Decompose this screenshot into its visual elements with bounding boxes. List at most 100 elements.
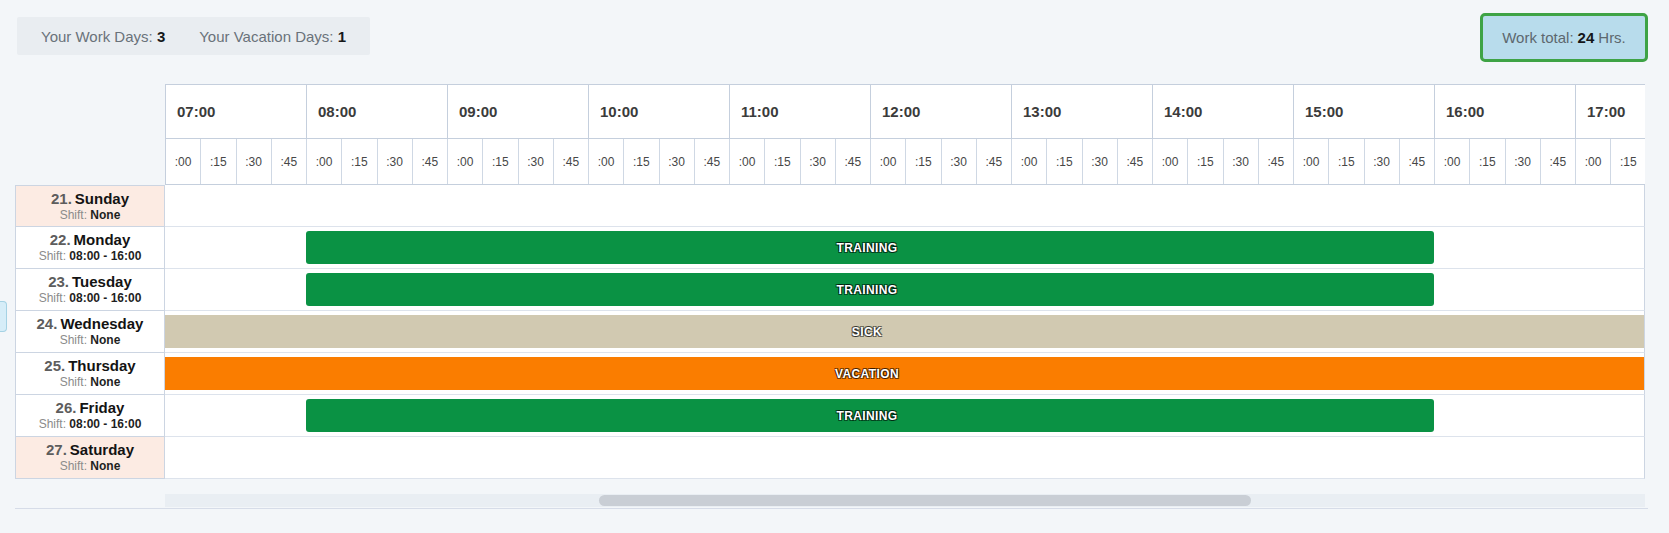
hour-header-cell: 13:00 (1012, 85, 1153, 138)
schedule-day-row: 21.SundayShift: None (15, 185, 1645, 227)
quarter-header-cell: :45 (1118, 139, 1153, 184)
work-total-unit: Hrs. (1598, 29, 1626, 46)
vacation-days-summary: Your Vacation Days: 1 (199, 28, 346, 45)
shift-bar-label: TRAINING (836, 241, 897, 255)
quarter-header-cell: :30 (378, 139, 413, 184)
summary-box: Your Work Days: 3 Your Vacation Days: 1 (17, 17, 370, 55)
shift-bar-training[interactable]: TRAINING (306, 231, 1434, 264)
day-label-cell[interactable]: 23.TuesdayShift: 08:00 - 16:00 (15, 269, 165, 311)
day-number: 26. (56, 399, 77, 416)
shift-bar-label: VACATION (835, 367, 899, 381)
shift-bar-label: SICK (852, 325, 882, 339)
quarter-header-cell: :00 (307, 139, 342, 184)
schedule-day-row: 24.WednesdayShift: None SICK (15, 311, 1645, 353)
quarter-header-cell: :30 (519, 139, 554, 184)
day-number: 23. (48, 273, 69, 290)
day-rows: 21.SundayShift: None22.MondayShift: 08:0… (15, 185, 1645, 479)
day-timeline-row: TRAINING (165, 395, 1645, 437)
day-shift-value: None (90, 375, 120, 389)
quarter-header-cell: :30 (1365, 139, 1400, 184)
quarter-header-cell: :15 (765, 139, 800, 184)
day-label-cell[interactable]: 26.FridayShift: 08:00 - 16:00 (15, 395, 165, 437)
quarter-header-cell: :45 (554, 139, 589, 184)
shift-bar-training[interactable]: TRAINING (306, 399, 1434, 432)
horizontal-scrollbar-track[interactable] (165, 494, 1645, 507)
quarter-header-cell: :00 (1294, 139, 1329, 184)
day-shift: Shift: None (16, 333, 164, 347)
day-shift-value: 08:00 - 16:00 (69, 291, 141, 305)
work-days-value: 3 (157, 28, 165, 45)
day-label-cell[interactable]: 24.WednesdayShift: None (15, 311, 165, 353)
schedule-day-row: 27.SaturdayShift: None (15, 437, 1645, 479)
work-total-box: Work total: 24 Hrs. (1480, 13, 1648, 62)
schedule-day-row: 22.MondayShift: 08:00 - 16:00 TRAINING (15, 227, 1645, 269)
timeline-header: 07:0008:0009:0010:0011:0012:0013:0014:00… (165, 84, 1645, 185)
quarter-header-cell: :15 (1611, 139, 1645, 184)
quarter-header-cell: :45 (272, 139, 307, 184)
quarter-header-cell: :00 (1435, 139, 1470, 184)
day-timeline-row: SICK (165, 311, 1645, 353)
day-number: 22. (50, 231, 71, 248)
day-label-cell[interactable]: 22.MondayShift: 08:00 - 16:00 (15, 227, 165, 269)
day-name: 21.Sunday (16, 190, 164, 208)
quarter-header-cell: :45 (1259, 139, 1294, 184)
quarter-header-cell: :15 (1188, 139, 1223, 184)
work-days-summary: Your Work Days: 3 (41, 28, 165, 45)
day-label-cell[interactable]: 25.ThursdayShift: None (15, 353, 165, 395)
schedule-day-row: 26.FridayShift: 08:00 - 16:00 TRAINING (15, 395, 1645, 437)
horizontal-scrollbar-thumb[interactable] (599, 495, 1251, 506)
quarter-header-cell: :45 (1400, 139, 1435, 184)
quarter-header-cell: :00 (589, 139, 624, 184)
quarter-header-cell: :15 (1470, 139, 1505, 184)
quarter-header-cell: :15 (201, 139, 236, 184)
hour-header-cell: 08:00 (307, 85, 448, 138)
day-name: 23.Tuesday (16, 273, 164, 291)
shift-bar-vacation[interactable]: VACATION (165, 357, 1645, 390)
day-name: 24.Wednesday (16, 315, 164, 333)
hour-header-cell: 07:00 (166, 85, 307, 138)
day-timeline-row (165, 185, 1645, 227)
day-shift: Shift: None (16, 208, 164, 222)
day-timeline-row: VACATION (165, 353, 1645, 395)
day-shift: Shift: 08:00 - 16:00 (16, 417, 164, 431)
quarter-header-cell: :30 (801, 139, 836, 184)
day-timeline-row: TRAINING (165, 227, 1645, 269)
quarter-header-cell: :15 (624, 139, 659, 184)
day-number: 21. (51, 190, 72, 207)
quarter-header-cell: :15 (342, 139, 377, 184)
schedule-day-row: 23.TuesdayShift: 08:00 - 16:00 TRAINING (15, 269, 1645, 311)
day-shift-value: None (90, 333, 120, 347)
hour-header-cell: 16:00 (1435, 85, 1576, 138)
quarter-header-cell: :30 (1224, 139, 1259, 184)
day-shift: Shift: 08:00 - 16:00 (16, 291, 164, 305)
day-timeline-row (165, 437, 1645, 479)
quarter-header-cell: :30 (1506, 139, 1541, 184)
quarter-header-cell: :15 (1047, 139, 1082, 184)
quarter-header-cell: :00 (871, 139, 906, 184)
quarter-header-cell: :15 (483, 139, 518, 184)
hour-header-cell: 10:00 (589, 85, 730, 138)
work-total-label: Work total: (1502, 29, 1573, 46)
day-name: 25.Thursday (16, 357, 164, 375)
shift-bar-sick[interactable]: SICK (165, 315, 1645, 348)
day-label-cell[interactable]: 27.SaturdayShift: None (15, 437, 165, 479)
hour-header-cell: 11:00 (730, 85, 871, 138)
quarter-header-cell: :45 (836, 139, 871, 184)
day-shift: Shift: None (16, 375, 164, 389)
quarter-header-cell: :00 (1012, 139, 1047, 184)
hour-header-cell: 17:00 (1576, 85, 1645, 138)
left-scroll-handle[interactable] (0, 301, 7, 332)
quarter-header-cell: :45 (977, 139, 1012, 184)
quarter-header-cell: :15 (1329, 139, 1364, 184)
day-label-cell[interactable]: 21.SundayShift: None (15, 185, 165, 227)
work-total-value: 24 (1578, 29, 1595, 46)
day-number: 25. (44, 357, 65, 374)
quarter-header-cell: :00 (730, 139, 765, 184)
day-name: 27.Saturday (16, 441, 164, 459)
hour-header-cell: 15:00 (1294, 85, 1435, 138)
vacation-days-value: 1 (338, 28, 346, 45)
quarter-header-cell: :30 (237, 139, 272, 184)
shift-bar-training[interactable]: TRAINING (306, 273, 1434, 306)
day-shift-value: 08:00 - 16:00 (69, 417, 141, 431)
hour-header-cell: 14:00 (1153, 85, 1294, 138)
